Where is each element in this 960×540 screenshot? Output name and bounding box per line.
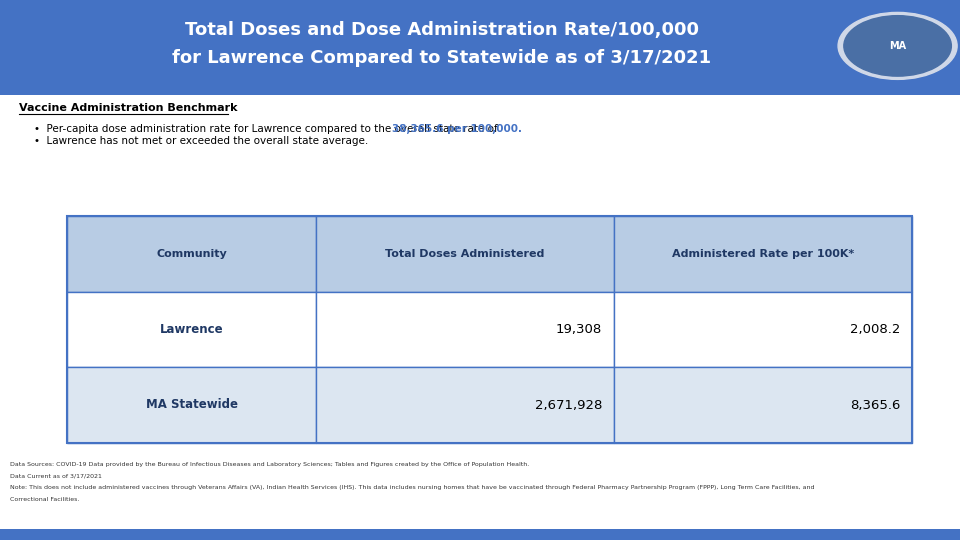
FancyBboxPatch shape (317, 292, 613, 367)
FancyBboxPatch shape (613, 367, 912, 443)
Text: Data Sources: COVID-19 Data provided by the Bureau of Infectious Diseases and La: Data Sources: COVID-19 Data provided by … (10, 462, 529, 467)
Text: MA Statewide: MA Statewide (146, 399, 238, 411)
Text: Correctional Facilities.: Correctional Facilities. (10, 497, 79, 502)
Text: Total Doses Administered: Total Doses Administered (385, 249, 544, 259)
FancyBboxPatch shape (0, 0, 960, 94)
Text: 2,008.2: 2,008.2 (851, 323, 900, 336)
FancyBboxPatch shape (613, 292, 912, 367)
Text: Note: This does not include administered vaccines through Veterans Affairs (VA),: Note: This does not include administered… (10, 485, 814, 490)
Text: Vaccine Administration Benchmark: Vaccine Administration Benchmark (19, 103, 238, 113)
FancyBboxPatch shape (67, 216, 317, 292)
Text: Administered Rate per 100K*: Administered Rate per 100K* (672, 249, 854, 259)
Text: for Lawrence Compared to Statewide as of 3/17/2021: for Lawrence Compared to Statewide as of… (172, 49, 711, 67)
Text: 8,365.6: 8,365.6 (851, 399, 900, 411)
FancyBboxPatch shape (67, 292, 317, 367)
Circle shape (844, 16, 951, 76)
FancyBboxPatch shape (317, 367, 613, 443)
Text: 19,308: 19,308 (556, 323, 602, 336)
Text: 2,671,928: 2,671,928 (535, 399, 602, 411)
Circle shape (838, 12, 957, 79)
Text: Data Current as of 3/17/2021: Data Current as of 3/17/2021 (10, 474, 102, 478)
Text: •  Per-capita dose administration rate for Lawrence compared to the overall stat: • Per-capita dose administration rate fo… (34, 124, 500, 133)
Text: Lawrence: Lawrence (160, 323, 224, 336)
FancyBboxPatch shape (317, 216, 613, 292)
Text: MA: MA (889, 41, 906, 51)
FancyBboxPatch shape (67, 367, 317, 443)
FancyBboxPatch shape (613, 216, 912, 292)
Text: •  Lawrence has not met or exceeded the overall state average.: • Lawrence has not met or exceeded the o… (34, 137, 368, 146)
Text: 38,365.6 per 100,000.: 38,365.6 per 100,000. (392, 124, 522, 133)
FancyBboxPatch shape (0, 529, 960, 540)
Text: Community: Community (156, 249, 228, 259)
Text: Total Doses and Dose Administration Rate/100,000: Total Doses and Dose Administration Rate… (184, 21, 699, 39)
